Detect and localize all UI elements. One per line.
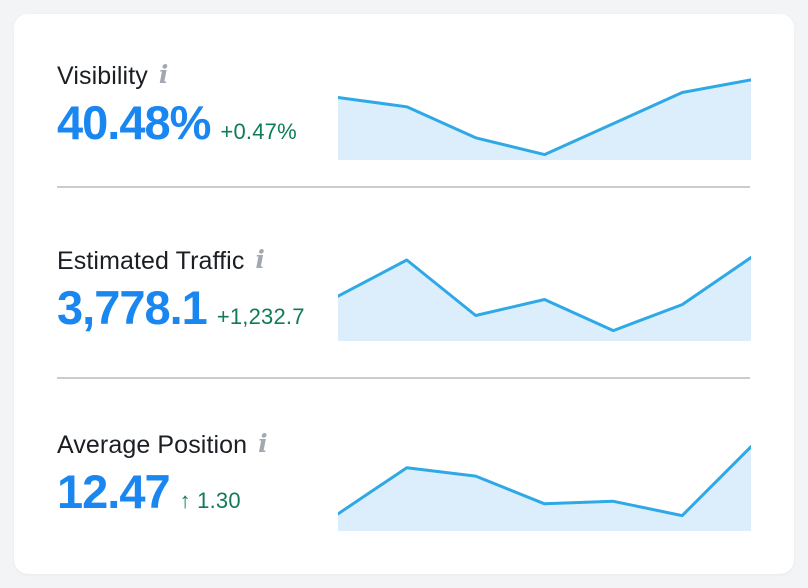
metric-label: Average Position: [57, 431, 248, 459]
info-icon[interactable]: i: [258, 429, 268, 458]
info-icon[interactable]: i: [158, 60, 169, 89]
metric-delta: +0.47%: [220, 119, 297, 144]
metric-delta: +1,232.7: [216, 304, 305, 329]
section-divider: [57, 377, 750, 379]
metric-value-row: 12.47 ↑ 1.30: [57, 466, 794, 518]
metric-header: Estimated Traffic i: [57, 245, 794, 277]
metric-delta: ↑ 1.30: [179, 488, 241, 513]
metric-header: Average Position i: [57, 429, 794, 461]
metrics-summary-card: Visibility i 40.48% +0.47% Estimated Tra…: [14, 14, 794, 574]
metric-value-row: 40.48% +0.47%: [57, 97, 794, 149]
metric-value-row: 3,778.1 +1,232.7: [57, 282, 794, 334]
section-divider: [57, 186, 750, 188]
metric-header: Visibility i: [57, 60, 794, 92]
metric-section-average-position[interactable]: Average Position i 12.47 ↑ 1.30: [14, 379, 794, 574]
metric-label: Visibility: [57, 62, 148, 90]
metric-value: 3,778.1: [57, 281, 208, 334]
metric-section-estimated-traffic[interactable]: Estimated Traffic i 3,778.1 +1,232.7: [14, 188, 794, 377]
metric-label: Estimated Traffic: [57, 247, 245, 275]
sparkline-chart-visibility: [338, 78, 751, 160]
metric-value: 12.47: [57, 465, 171, 518]
metric-value: 40.48%: [57, 96, 211, 149]
metric-section-visibility[interactable]: Visibility i 40.48% +0.47%: [14, 14, 794, 186]
sparkline-chart-average-position: [338, 445, 751, 531]
sparkline-chart-estimated-traffic: [338, 256, 751, 341]
info-icon[interactable]: i: [255, 245, 265, 274]
